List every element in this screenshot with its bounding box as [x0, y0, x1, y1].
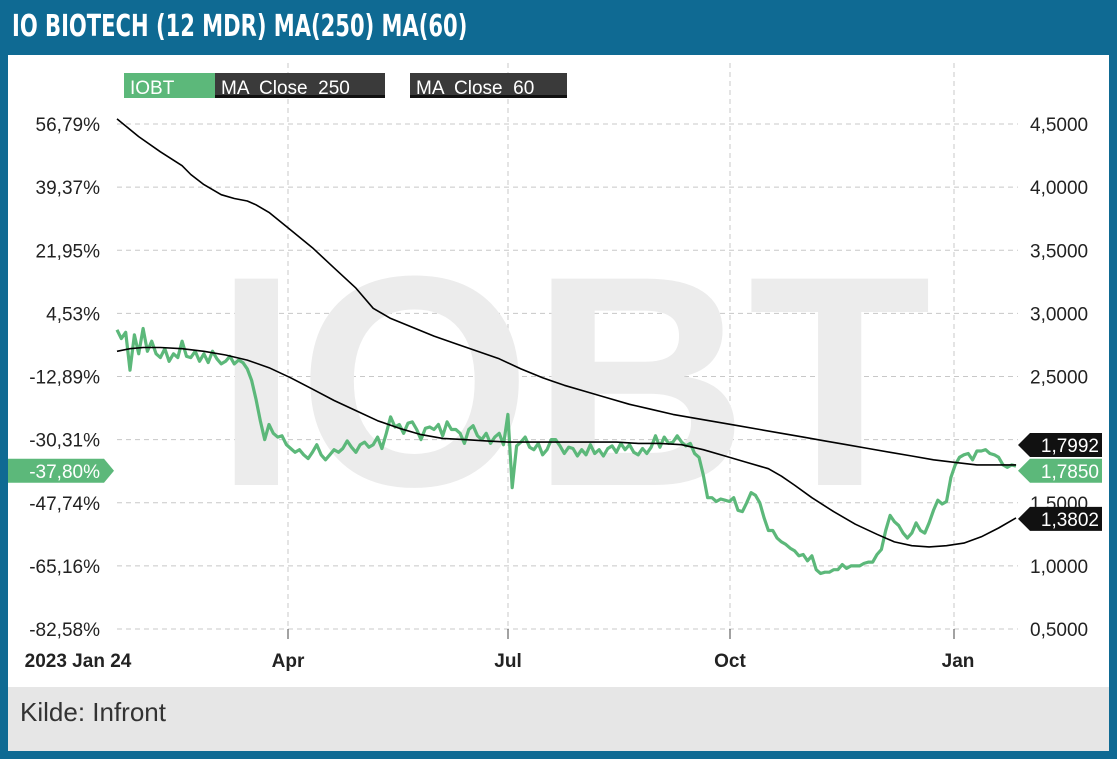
y-right-tick-label: 3,0000	[1030, 304, 1088, 325]
flag-value: 1,7992	[1041, 436, 1099, 457]
x-tick-label: Apr	[272, 651, 305, 672]
series-line-ma250	[116, 118, 1016, 466]
series-line-ma60	[116, 346, 1017, 548]
flag-price: 1,7850	[1018, 458, 1102, 483]
value-flags: 1,7992 1,7850 1,3802 -37,80%	[8, 432, 1102, 531]
y-left-tick-label: 56,79%	[36, 115, 101, 136]
y-right-tick-label: 0,5000	[1030, 620, 1088, 641]
legend-item-ma250: MA Close 250	[215, 73, 385, 99]
right-border	[1109, 55, 1117, 759]
source-label: Kilde: Infront	[20, 697, 166, 727]
y-right-tick-label: 4,0000	[1030, 178, 1088, 199]
chart-title: IO BIOTECH (12 MDR) MA(250) MA(60)	[12, 9, 468, 44]
y-left-tick-label: -65,16%	[29, 557, 100, 578]
y-right-tick-label: 4,5000	[1030, 115, 1088, 136]
title-bar: IO BIOTECH (12 MDR) MA(250) MA(60)	[0, 0, 1117, 55]
legend-label: MA Close 250	[221, 78, 350, 99]
y-right-tick-label: 2,5000	[1030, 368, 1088, 389]
y-right-tick-label: 3,5000	[1030, 241, 1088, 262]
flag-ma60: 1,3802	[1018, 506, 1102, 531]
y-left-tick-label: 4,53%	[46, 304, 100, 325]
y-left-tick-label: -12,89%	[29, 368, 100, 389]
x-tick-label: Jan	[942, 651, 975, 672]
x-tick-label: Oct	[714, 651, 746, 672]
legend-label: IOBT	[130, 78, 175, 99]
chart-area: IOBT IOBT MA Close 250 MA Close 60 56,79% 3…	[8, 63, 1102, 672]
x-axis: 2023 Jan 24 Apr Jul Oct Jan	[25, 629, 975, 672]
y-left-tick-label: -82,58%	[29, 620, 100, 641]
flag-ma250: 1,7992	[1018, 432, 1102, 457]
y-right-tick-label: 1,0000	[1030, 557, 1088, 578]
series-line-iobt	[115, 326, 1017, 576]
flag-value: 1,7850	[1041, 462, 1099, 483]
x-tick-label: Jul	[494, 651, 521, 672]
legend: IOBT MA Close 250 MA Close 60	[124, 73, 567, 99]
left-border	[0, 55, 8, 759]
series-layer	[115, 118, 1017, 576]
legend-item-ma60: MA Close 60	[410, 73, 567, 99]
x-tick-label: 2023 Jan 24	[25, 651, 132, 672]
legend-label: MA Close 60	[416, 78, 534, 99]
flag-value: 1,3802	[1041, 510, 1099, 531]
bottom-border	[0, 751, 1117, 759]
y-left-tick-label: 39,37%	[36, 178, 101, 199]
watermark: IOBT	[215, 213, 932, 549]
y-left-tick-label: -30,31%	[29, 431, 100, 452]
y-axis-right: 4,50004,00003,50003,00002,50002,00001,50…	[1030, 115, 1088, 641]
flag-value: -37,80%	[29, 462, 100, 483]
legend-item-iobt: IOBT	[124, 73, 216, 99]
grid	[117, 63, 1018, 633]
footer: Kilde: Infront	[8, 687, 1109, 751]
y-left-tick-label: -47,74%	[29, 494, 100, 515]
y-axis-left: 56,79% 39,37% 21,95% 4,53% -12,89% -30,31% -47…	[29, 115, 100, 641]
y-left-tick-label: 21,95%	[36, 241, 101, 262]
flag-left-pct: -37,80%	[8, 458, 114, 483]
